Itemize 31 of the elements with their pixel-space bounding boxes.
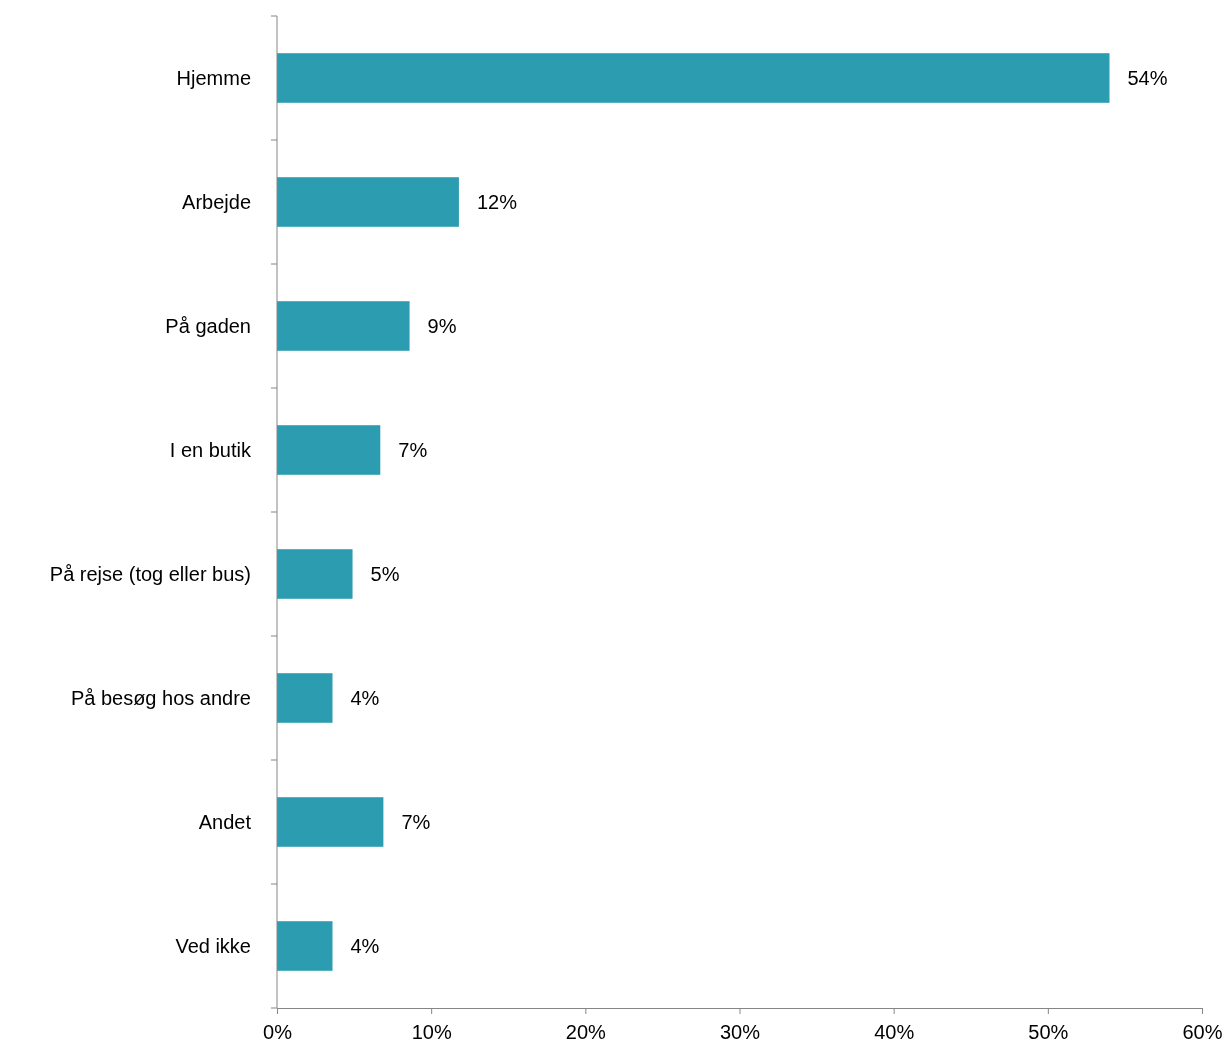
data-label: 4% bbox=[350, 935, 380, 957]
bar bbox=[277, 673, 333, 723]
data-label: 4% bbox=[350, 687, 380, 709]
y-tick-label: Hjemme bbox=[176, 67, 251, 89]
x-tick-label: 20% bbox=[565, 1021, 607, 1043]
x-tick-label: 40% bbox=[874, 1021, 915, 1043]
bar bbox=[277, 921, 333, 971]
y-tick-label: På gaden bbox=[165, 315, 251, 337]
y-tick-label: På rejse (tog eller bus) bbox=[49, 563, 251, 585]
y-tick-label: Ved ikke bbox=[175, 935, 251, 957]
data-label: 7% bbox=[401, 811, 431, 833]
y-tick-label: På besøg hos andre bbox=[70, 687, 251, 709]
bar bbox=[277, 301, 410, 351]
x-tick-label: 0% bbox=[263, 1021, 293, 1043]
x-tick-label: 30% bbox=[719, 1021, 761, 1043]
data-label: 7% bbox=[398, 439, 428, 461]
data-label: 12% bbox=[476, 191, 518, 213]
bar bbox=[277, 549, 353, 599]
bar bbox=[277, 177, 459, 227]
y-tick-label: Andet bbox=[198, 811, 252, 833]
y-tick-label: I en butik bbox=[169, 439, 252, 461]
x-tick-label: 50% bbox=[1028, 1021, 1069, 1043]
bar bbox=[277, 797, 384, 847]
bar bbox=[277, 425, 381, 475]
bar bbox=[277, 53, 1110, 103]
data-label: 5% bbox=[370, 563, 400, 585]
x-tick-label: 10% bbox=[411, 1021, 452, 1043]
data-label: 54% bbox=[1127, 67, 1168, 89]
data-label: 9% bbox=[427, 315, 457, 337]
x-tick-label: 60% bbox=[1182, 1021, 1223, 1043]
y-tick-label: Arbejde bbox=[182, 191, 251, 213]
